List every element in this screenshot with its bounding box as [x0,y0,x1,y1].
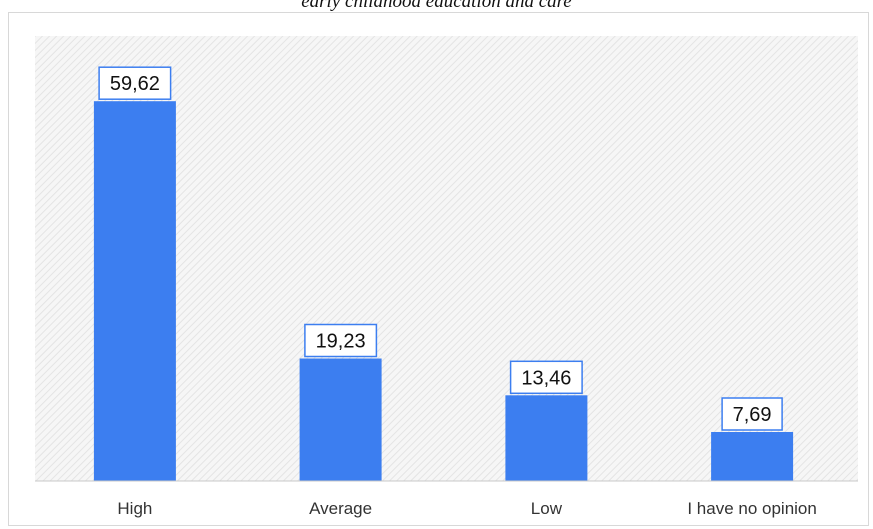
x-tick-label: High [117,499,152,518]
data-label-box [721,397,783,431]
bar-i-have-no-opinion [711,432,794,481]
data-label-box [98,66,172,100]
data-label: 7,69 [733,404,772,426]
x-tick-label: Average [309,499,372,518]
data-label: 19,23 [316,331,366,353]
bar-high [93,101,176,481]
x-tick-label: I have no opinion [687,499,817,518]
data-label: 59,62 [110,73,160,95]
bar-low [505,395,588,481]
data-label-box [509,360,583,395]
data-label-box [304,323,378,358]
x-tick-label: Low [531,499,563,518]
data-label: 13,46 [521,367,571,389]
bar-average [299,358,382,481]
chart-caption: early childhood education and care [301,0,572,12]
